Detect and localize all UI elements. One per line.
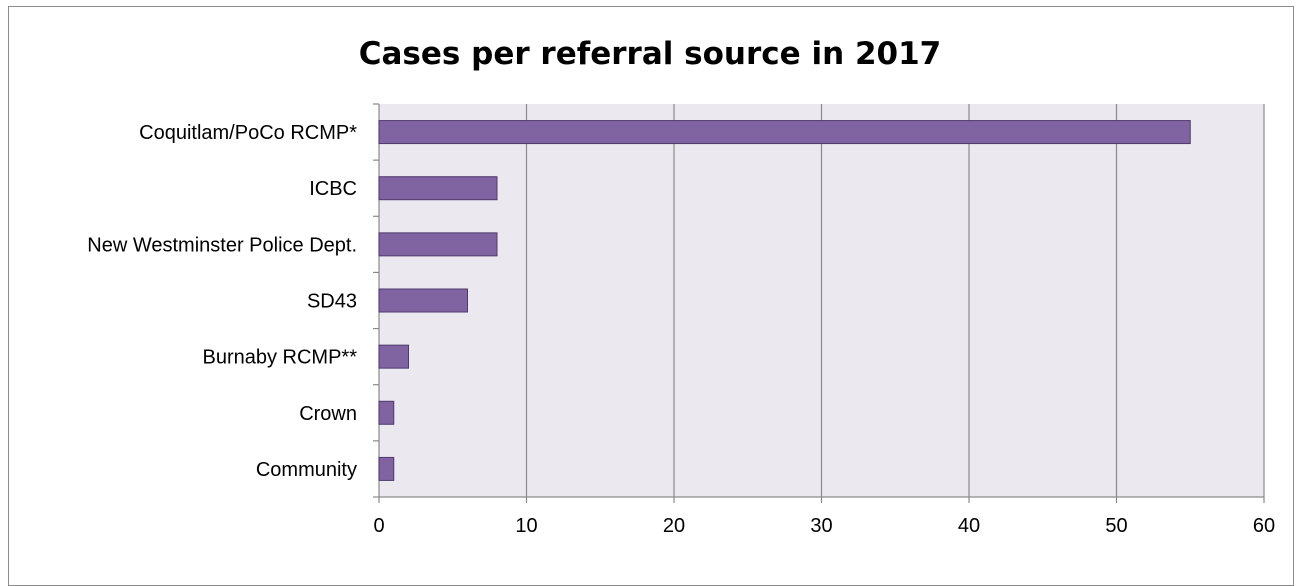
bar-7 bbox=[378, 456, 395, 481]
bar-5 bbox=[378, 344, 409, 369]
x-tick-label: 10 bbox=[515, 515, 537, 537]
x-tick-label: 20 bbox=[663, 515, 685, 537]
bar-3 bbox=[378, 232, 498, 257]
category-label: Burnaby RCMP** bbox=[202, 347, 357, 369]
category-label: SD43 bbox=[307, 291, 357, 313]
category-label: Crown bbox=[299, 403, 357, 425]
bar-2 bbox=[378, 176, 498, 201]
x-tick-label: 50 bbox=[1105, 515, 1127, 537]
bar-6 bbox=[378, 400, 395, 425]
x-tick-label: 30 bbox=[810, 515, 832, 537]
category-label: Community bbox=[256, 459, 357, 481]
category-label: ICBC bbox=[309, 178, 357, 200]
category-label: Coquitlam/PoCo RCMP* bbox=[139, 122, 357, 144]
chart-title: Cases per referral source in 2017 bbox=[358, 36, 942, 72]
x-tick-label: 0 bbox=[373, 515, 384, 537]
bar-1 bbox=[378, 120, 1191, 145]
category-label: New Westminster Police Dept. bbox=[87, 234, 357, 256]
x-tick-label: 40 bbox=[958, 515, 980, 537]
x-tick-label: 60 bbox=[1253, 515, 1275, 537]
bar-4 bbox=[378, 288, 468, 313]
bar-chart: 0 10 20 30 40 50 60 Coquitlam/PoCo RCMP* ICBC New… bbox=[87, 103, 1275, 537]
